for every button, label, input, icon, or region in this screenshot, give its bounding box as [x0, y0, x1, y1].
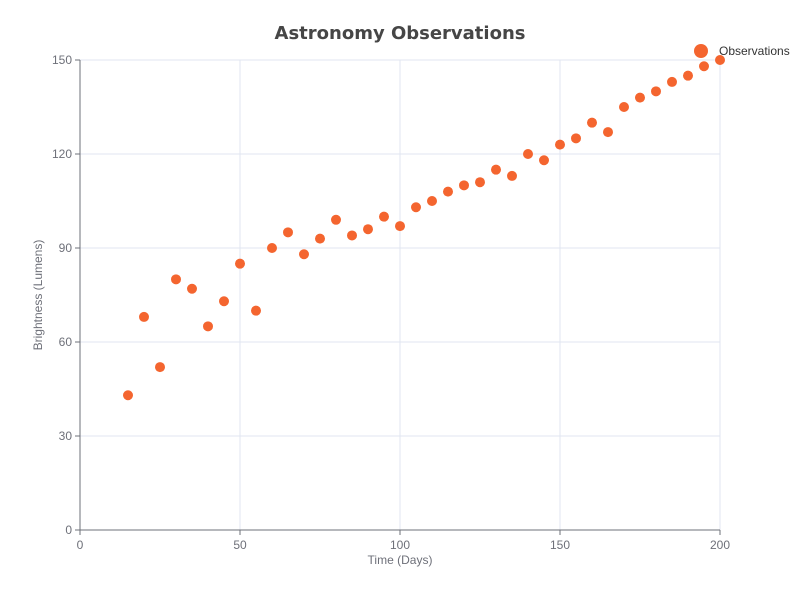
- legend[interactable]: Observations: [694, 44, 790, 58]
- y-tick-label: 30: [59, 429, 73, 443]
- y-axis-ticks: 0 30 60 90 120 150: [52, 53, 80, 537]
- data-point[interactable]: [363, 224, 373, 235]
- data-points: [123, 55, 725, 401]
- data-point[interactable]: [555, 139, 565, 150]
- data-point[interactable]: [635, 92, 645, 103]
- data-point[interactable]: [331, 214, 341, 225]
- data-point[interactable]: [171, 274, 181, 285]
- y-axis-title: Brightness (Lumens): [31, 240, 45, 351]
- data-point[interactable]: [571, 133, 581, 144]
- data-point[interactable]: [459, 180, 469, 191]
- data-point[interactable]: [251, 305, 261, 316]
- data-point[interactable]: [491, 164, 501, 175]
- x-tick-label: 150: [550, 538, 570, 552]
- data-point[interactable]: [219, 296, 229, 307]
- data-point[interactable]: [475, 177, 485, 188]
- data-point[interactable]: [427, 196, 437, 206]
- x-axis-ticks: 0 50 100 150 200: [77, 530, 730, 552]
- data-point[interactable]: [139, 311, 149, 322]
- data-point[interactable]: [443, 186, 453, 197]
- data-point[interactable]: [123, 390, 133, 401]
- x-tick-label: 100: [390, 538, 410, 552]
- data-point[interactable]: [699, 61, 709, 72]
- grid: [80, 59, 721, 530]
- data-point[interactable]: [411, 202, 421, 213]
- data-point[interactable]: [539, 155, 549, 166]
- data-point[interactable]: [507, 170, 517, 181]
- y-tick-label: 60: [59, 335, 73, 349]
- legend-marker[interactable]: [694, 44, 708, 58]
- data-point[interactable]: [187, 283, 197, 294]
- data-point[interactable]: [667, 76, 677, 87]
- data-point[interactable]: [235, 258, 245, 269]
- data-point[interactable]: [715, 55, 725, 65]
- data-point[interactable]: [587, 117, 597, 128]
- data-point[interactable]: [683, 70, 693, 81]
- data-point[interactable]: [267, 243, 277, 253]
- x-tick-label: 50: [233, 538, 247, 552]
- data-point[interactable]: [523, 149, 533, 159]
- data-point[interactable]: [299, 249, 309, 260]
- x-axis-title: Time (Days): [368, 553, 433, 567]
- data-point[interactable]: [155, 362, 165, 373]
- data-point[interactable]: [315, 233, 325, 244]
- data-point[interactable]: [283, 227, 293, 238]
- y-tick-label: 90: [59, 241, 73, 255]
- y-tick-label: 150: [52, 53, 72, 67]
- x-tick-label: 0: [77, 538, 84, 552]
- y-tick-label: 0: [65, 523, 72, 537]
- chart-title: Astronomy Observations: [275, 23, 526, 44]
- legend-label-observations[interactable]: Observations: [719, 44, 790, 58]
- data-point[interactable]: [395, 221, 405, 232]
- data-point[interactable]: [203, 321, 213, 332]
- data-point[interactable]: [379, 211, 389, 222]
- data-point[interactable]: [603, 127, 613, 138]
- y-tick-label: 120: [52, 147, 72, 161]
- data-point[interactable]: [651, 86, 661, 97]
- data-point[interactable]: [347, 230, 357, 241]
- data-point[interactable]: [619, 102, 629, 112]
- x-tick-label: 200: [710, 538, 730, 552]
